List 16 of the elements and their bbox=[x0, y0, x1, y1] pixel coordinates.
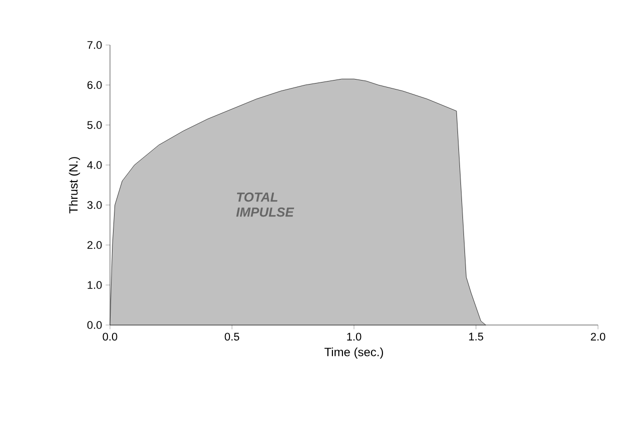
x-axis-title: Time (sec.) bbox=[324, 347, 384, 359]
y-tick-label: 2.0 bbox=[87, 241, 102, 249]
x-tick-label: 0.0 bbox=[102, 332, 118, 341]
x-tick-label: 2.0 bbox=[590, 332, 606, 341]
y-tick-label: 5.0 bbox=[87, 121, 102, 129]
x-tick-label: 0.5 bbox=[224, 332, 240, 341]
y-tick-label: 0.0 bbox=[87, 321, 102, 329]
y-tick-label: 3.0 bbox=[87, 201, 102, 209]
x-tick-label: 1.5 bbox=[469, 332, 484, 340]
x-tick-label: 1.0 bbox=[347, 332, 362, 341]
y-tick-label: 6.0 bbox=[87, 81, 102, 89]
y-tick-label: 1.0 bbox=[88, 281, 102, 289]
y-axis-title: Thrust (N.) bbox=[68, 157, 80, 214]
y-tick-label: 4.0 bbox=[87, 161, 102, 169]
y-tick-label: 7.0 bbox=[87, 41, 102, 49]
annotation: TOTAL IMPULSE bbox=[236, 192, 294, 217]
